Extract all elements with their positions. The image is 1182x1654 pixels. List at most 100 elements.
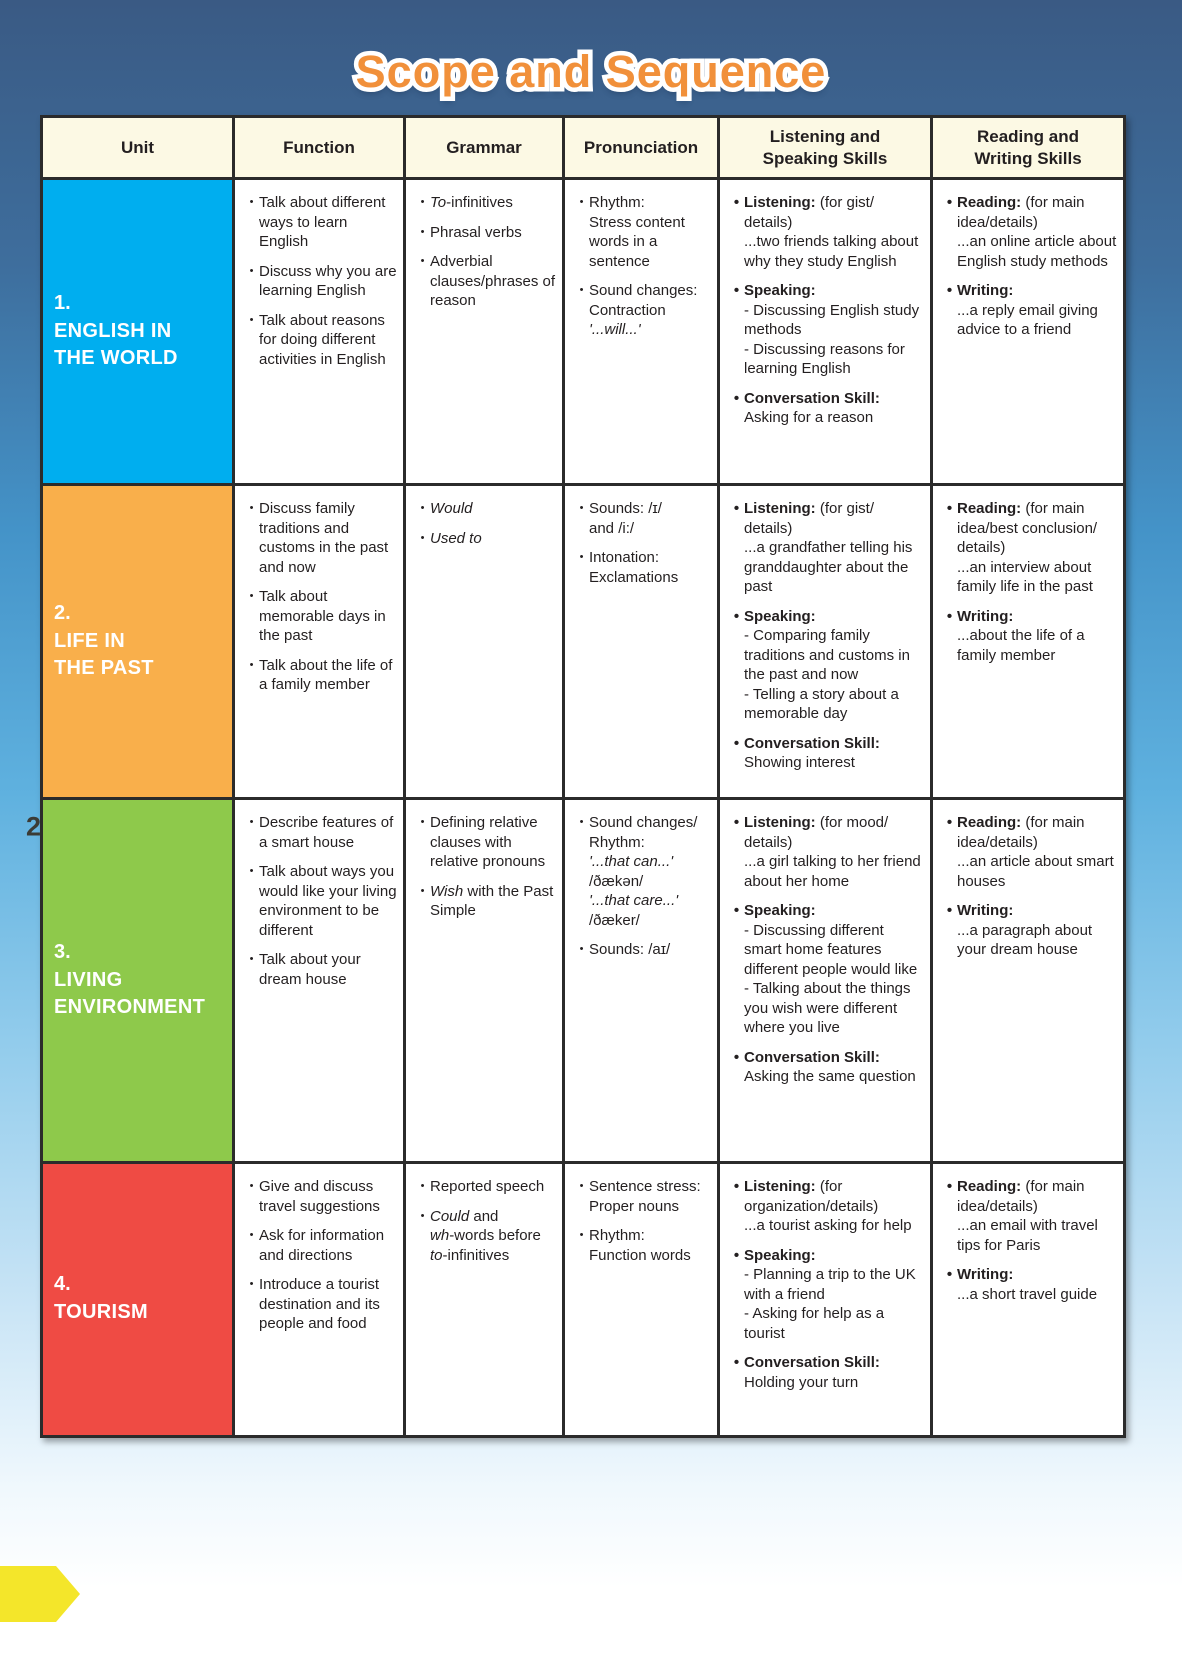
bullet-item: • Talk about the life of a family member	[244, 656, 397, 695]
bullet-item: • Reading: (for main idea/details) ...an …	[942, 813, 1117, 891]
bullet-item: • Reading: (for main idea/best conclusion…	[942, 499, 1117, 597]
bullet-icon: •	[946, 607, 953, 625]
bullet-icon: •	[249, 1278, 254, 1290]
bullet-item: • Talk about reasons for doing different …	[244, 311, 397, 370]
bullet-text: Writing: ...about the life of a family m…	[957, 607, 1085, 664]
bullet-item: • Talk about your dream house	[244, 950, 397, 989]
bullet-icon: •	[946, 282, 953, 299]
bullet-item: • Listening: (for gist/ details) ...a gra…	[729, 499, 924, 597]
header-row: Unit Function Grammar Pronunciation List…	[40, 115, 1126, 180]
bullet-item: • Reading: (for main idea/details) ...an …	[942, 193, 1117, 271]
bullet-text: Used to	[430, 529, 482, 547]
bullet-item: • Sound changes/ Rhythm: '...that can...'…	[574, 813, 711, 930]
bullet-icon: •	[733, 1354, 740, 1371]
pronunciation-cell-unit4: • Sentence stress: Proper nouns • Rhythm: F…	[562, 1161, 720, 1438]
bullet-item: • Listening: (for mood/ details) ...a gir…	[729, 813, 924, 891]
bullet-item: • Speaking: - Discussing different smart …	[729, 901, 924, 1038]
function-cell-unit2: • Discuss family traditions and customs i…	[232, 483, 406, 800]
unit-number: 2.	[54, 602, 71, 625]
bullet-icon: •	[733, 902, 740, 919]
unit-row-2: 2. LIFE IN THE PAST • Discuss family trad…	[40, 483, 1126, 800]
bullet-item: • Conversation Skill: Showing interest	[729, 734, 924, 773]
unit-name: TOURISM	[54, 1301, 148, 1324]
bullet-icon: •	[249, 658, 254, 671]
bullet-text: Reading: (for main idea/details) ...an a…	[957, 814, 1114, 890]
col-header-unit: Unit	[40, 115, 235, 180]
grammar-cell-unit1: • To-infinitives • Phrasal verbs • Adverbial …	[403, 177, 565, 486]
unit-cell-living-environment: 3. LIVING ENVIRONMENT	[40, 797, 235, 1164]
bullet-text: Reading: (for main idea/details) ...an o…	[957, 194, 1117, 270]
bullet-icon: •	[946, 902, 953, 919]
bullet-item: • Describe features of a smart house	[244, 813, 397, 852]
bullet-text: Listening: (for gist/ details) ...two fr…	[744, 194, 919, 270]
bullet-item: • Give and discuss travel suggestions	[244, 1177, 397, 1216]
bullet-icon: •	[579, 284, 584, 296]
bullet-icon: •	[249, 196, 254, 208]
bullet-item: • Talk about memorable days in the past	[244, 587, 397, 646]
bullet-icon: •	[249, 502, 254, 514]
bullet-text: Talk about reasons for doing different a…	[259, 311, 386, 368]
bullet-item: • Speaking: - Comparing family traditions…	[729, 607, 924, 724]
bullet-text: Phrasal verbs	[430, 223, 522, 241]
bullet-text: Wish with the Past Simple	[430, 882, 554, 920]
bullet-text: Conversation Skill: Asking for a reason	[744, 389, 880, 427]
bullet-icon: •	[733, 1246, 740, 1264]
bullet-icon: •	[249, 816, 254, 828]
title-bar: Scope and Sequence	[0, 46, 1182, 98]
bullet-text: Ask for information and directions	[259, 1227, 385, 1264]
bullet-icon: •	[579, 1229, 584, 1241]
page-number-badge	[0, 1566, 80, 1622]
bullet-text: Talk about different ways to learn Engli…	[259, 194, 386, 250]
function-cell-unit4: • Give and discuss travel suggestions • Ask…	[232, 1161, 406, 1438]
bullet-text: Discuss why you are learning English	[259, 262, 397, 300]
bullet-icon: •	[579, 551, 584, 563]
listening-speaking-cell-unit4: • Listening: (for organization/details) .…	[717, 1161, 933, 1438]
bullet-text: Sounds: /ɪ/ and /i:/	[589, 500, 662, 537]
bullet-icon: •	[946, 500, 953, 517]
bullet-text: Talk about memorable days in the past	[259, 588, 386, 644]
scope-sequence-table: Unit Function Grammar Pronunciation List…	[40, 115, 1126, 1438]
function-cell-unit1: • Talk about different ways to learn Engl…	[232, 177, 406, 486]
bullet-item: • Talk about ways you would like your liv…	[244, 862, 397, 940]
bullet-item: • To-infinitives	[415, 193, 556, 213]
bullet-item: • Speaking: - Planning a trip to the UK w…	[729, 1246, 924, 1344]
bullet-text: Speaking: - Discussing English study met…	[744, 282, 920, 377]
bullet-icon: •	[249, 1229, 254, 1241]
bullet-item: • Introduce a tourist destination and its…	[244, 1275, 397, 1334]
bullet-item: • Intonation: Exclamations	[574, 548, 711, 587]
bullet-icon: •	[733, 607, 740, 625]
bullet-item: • Conversation Skill: Asking the same que…	[729, 1048, 924, 1087]
unit-cell-tourism: 4. TOURISM	[40, 1161, 235, 1438]
bullet-icon: •	[733, 389, 740, 407]
bullet-item: • Writing: ...a reply email giving advice…	[942, 281, 1117, 340]
bullet-text: Could and wh-words before to-infinitives	[430, 1207, 541, 1264]
bullet-text: Intonation: Exclamations	[589, 549, 679, 586]
bullet-icon: •	[946, 1266, 953, 1283]
unit-name: LIFE IN THE PAST	[54, 630, 154, 679]
bullet-item: • Could and wh-words before to-infinitive…	[415, 1207, 556, 1266]
bullet-icon: •	[249, 865, 254, 877]
bullet-item: • Defining relative clauses with relative…	[415, 813, 556, 872]
bullet-text: Reading: (for main idea/best conclusion/…	[957, 500, 1098, 595]
bullet-icon: •	[733, 282, 740, 299]
function-cell-unit3: • Describe features of a smart house • Talk…	[232, 797, 406, 1164]
bullet-item: • Listening: (for gist/ details) ...two f…	[729, 193, 924, 271]
bullet-item: • Wish with the Past Simple	[415, 882, 556, 921]
bullet-text: Sound changes/ Rhythm: '...that can...' …	[589, 814, 698, 929]
bullet-item: • Conversation Skill: Holding your turn	[729, 1353, 924, 1392]
bullet-text: Conversation Skill: Showing interest	[744, 734, 880, 772]
bullet-text: Talk about ways you would like your livi…	[259, 863, 397, 939]
bullet-text: Sentence stress: Proper nouns	[589, 1178, 701, 1215]
bullet-text: Listening: (for organization/details) ..…	[744, 1178, 912, 1234]
bullet-icon: •	[420, 196, 425, 208]
bullet-item: • Sounds: /ɪ/ and /i:/	[574, 499, 711, 538]
bullet-text: To-infinitives	[430, 194, 513, 211]
bullet-text: Conversation Skill: Asking the same ques…	[744, 1048, 916, 1086]
bullet-item: • Phrasal verbs	[415, 223, 556, 243]
reading-writing-cell-unit3: • Reading: (for main idea/details) ...an …	[930, 797, 1126, 1164]
listening-speaking-cell-unit2: • Listening: (for gist/ details) ...a gra…	[717, 483, 933, 800]
bullet-icon: •	[733, 814, 740, 831]
unit-cell-english-in-the-world: 1. ENGLISH IN THE WORLD	[40, 177, 235, 486]
bullet-item: • Conversation Skill: Asking for a reason	[729, 389, 924, 428]
bullet-item: • Ask for information and directions	[244, 1226, 397, 1265]
